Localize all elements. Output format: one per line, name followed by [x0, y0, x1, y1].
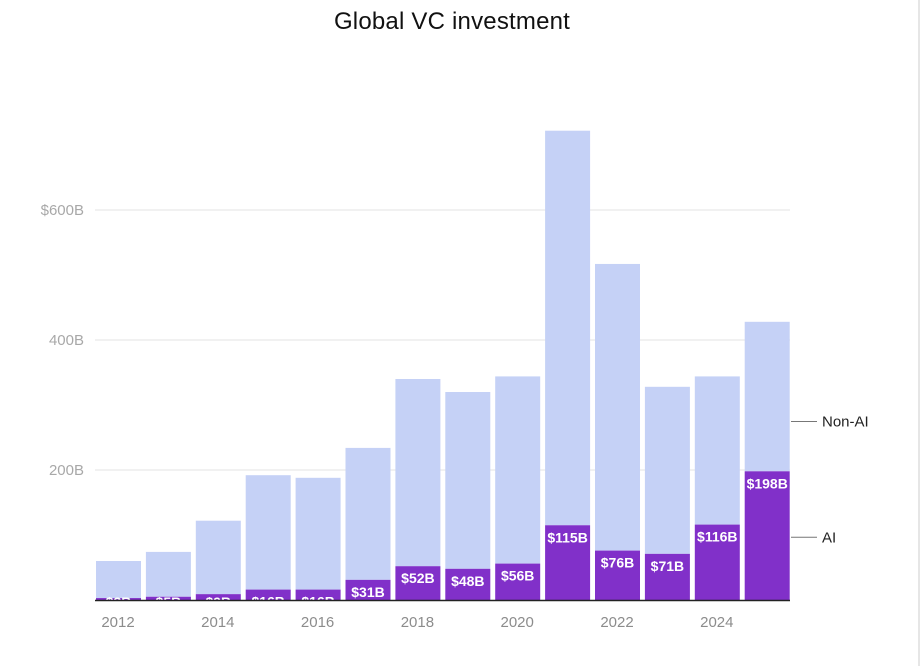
data-label-ai: $3B [106, 594, 132, 610]
data-label-ai: $16B [301, 594, 334, 610]
data-label-ai: $56B [501, 568, 534, 584]
bar-ai-2022 [595, 550, 640, 600]
x-tick-label: 2020 [501, 614, 534, 631]
x-tick-label: 2018 [401, 614, 434, 631]
bar-ai-2019 [445, 568, 491, 600]
series-labels: Non-AI AI [791, 414, 869, 546]
series-label-ai: AI [822, 529, 836, 546]
x-tick-label: 2012 [101, 614, 134, 631]
data-label-ai: $116B [697, 529, 737, 545]
bar-ai-2017 [345, 579, 391, 600]
y-tick-labels: 200B 400B $600B [41, 202, 84, 479]
x-tick-label: 2022 [600, 614, 633, 631]
x-tick-labels: 2012 2014 2016 2018 2020 2022 2024 [101, 614, 733, 631]
bar-ai-2021 [545, 525, 591, 600]
y-tick-label: $600B [41, 202, 84, 219]
bar-non-ai-2015 [245, 475, 291, 590]
chart-title: Global VC investment [333, 8, 571, 35]
series-label-non-ai: Non-AI [822, 414, 869, 431]
bar-non-ai-2020 [495, 376, 541, 564]
bar-ai-2015 [245, 589, 291, 600]
data-labels: $3B $5B $9B $16B $16B $31B $52B $48B $56B $115B $7… [106, 475, 788, 610]
data-label-ai: $9B [205, 594, 231, 610]
data-label-ai: $115B [547, 529, 587, 545]
bar-ai-2012 [96, 598, 141, 600]
bar-ai-2024 [694, 524, 740, 600]
bar-ai-2020 [495, 563, 541, 600]
bar-non-ai-2024 [694, 376, 740, 525]
bar-ai-2013 [145, 596, 191, 600]
y-tick-label: 200B [49, 462, 84, 479]
y-tick-label: 400B [49, 332, 84, 349]
bar-ai-2023 [644, 553, 690, 600]
bar-non-ai-2013 [145, 551, 191, 597]
data-label-ai: $48B [451, 573, 484, 589]
data-label-ai: $198B [747, 475, 788, 491]
bar-ai-2018 [395, 566, 441, 600]
bar-non-ai-2025 [744, 321, 790, 472]
bar-non-ai-2014 [195, 520, 241, 595]
x-tick-label: 2014 [201, 614, 234, 631]
x-tick-label: 2016 [301, 614, 334, 631]
data-label-ai: $16B [251, 594, 284, 610]
bar-non-ai-2018 [395, 379, 441, 567]
bar-ai-2014 [195, 594, 241, 600]
data-label-ai: $5B [156, 594, 182, 610]
data-label-ai: $71B [651, 558, 684, 574]
bar-non-ai-2019 [445, 392, 491, 569]
bar-non-ai-2012 [96, 561, 141, 599]
x-tick-label: 2024 [700, 614, 733, 631]
bar-non-ai-2016 [295, 477, 341, 590]
bar-non-ai-2017 [345, 447, 391, 580]
frame-border [918, 0, 920, 666]
data-label-ai: $52B [401, 570, 434, 586]
bar-non-ai-2023 [644, 386, 690, 554]
bars [96, 130, 790, 600]
data-label-ai: $76B [601, 555, 634, 571]
bar-ai-2025 [744, 471, 790, 600]
bar-non-ai-2021 [545, 130, 591, 526]
data-label-ai: $31B [351, 584, 384, 600]
bar-non-ai-2022 [595, 263, 640, 551]
bar-ai-2016 [295, 589, 341, 600]
